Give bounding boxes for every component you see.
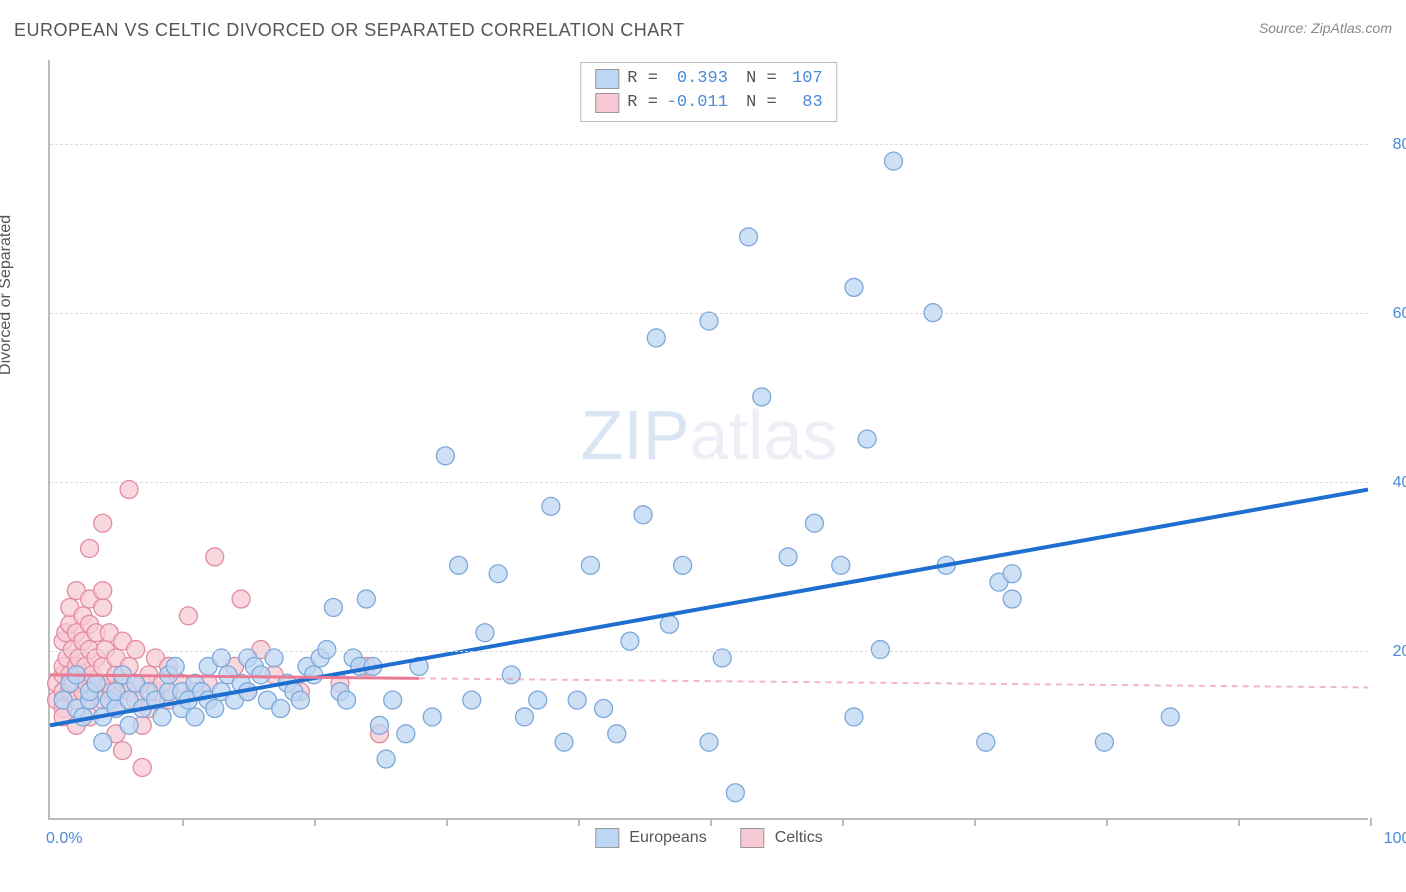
legend-swatch-celtics bbox=[741, 828, 765, 848]
corr-row-celtics: R = -0.011 N = 83 bbox=[595, 91, 822, 115]
chart-title: EUROPEAN VS CELTIC DIVORCED OR SEPARATED… bbox=[14, 20, 684, 41]
chart-svg bbox=[50, 60, 1368, 818]
x-axis-min-label: 0.0% bbox=[46, 830, 82, 848]
swatch-celtics bbox=[595, 93, 619, 113]
y-axis-label: Divorced or Separated bbox=[0, 215, 15, 375]
chart-source: Source: ZipAtlas.com bbox=[1259, 20, 1392, 36]
corr-row-europeans: R = 0.393 N = 107 bbox=[595, 67, 822, 91]
swatch-europeans bbox=[595, 69, 619, 89]
y-tick-label: 60.0% bbox=[1378, 305, 1406, 323]
correlation-box: R = 0.393 N = 107 R = -0.011 N = 83 bbox=[580, 62, 837, 122]
y-tick-label: 20.0% bbox=[1378, 643, 1406, 661]
bottom-legend: Europeans Celtics bbox=[595, 828, 822, 848]
plot-area: ZIPatlas 20.0%40.0%60.0%80.0% 0.0% 100.0… bbox=[48, 60, 1368, 820]
legend-swatch-europeans bbox=[595, 828, 619, 848]
y-tick-label: 40.0% bbox=[1378, 474, 1406, 492]
legend-label-europeans: Europeans bbox=[629, 829, 706, 847]
x-axis-max-label: 100.0% bbox=[1384, 830, 1406, 848]
y-tick-label: 80.0% bbox=[1378, 136, 1406, 154]
legend-label-celtics: Celtics bbox=[775, 829, 823, 847]
